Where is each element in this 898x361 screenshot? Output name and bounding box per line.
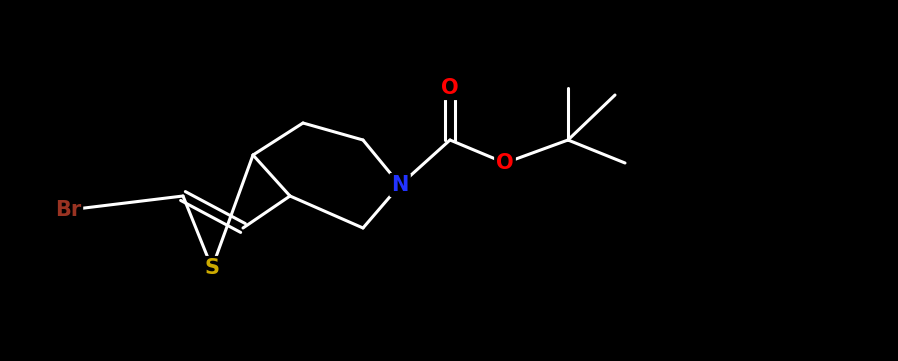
Text: O: O <box>441 78 459 98</box>
Text: S: S <box>205 258 219 278</box>
Text: Br: Br <box>55 200 81 220</box>
Text: N: N <box>392 175 409 195</box>
Text: O: O <box>497 153 514 173</box>
